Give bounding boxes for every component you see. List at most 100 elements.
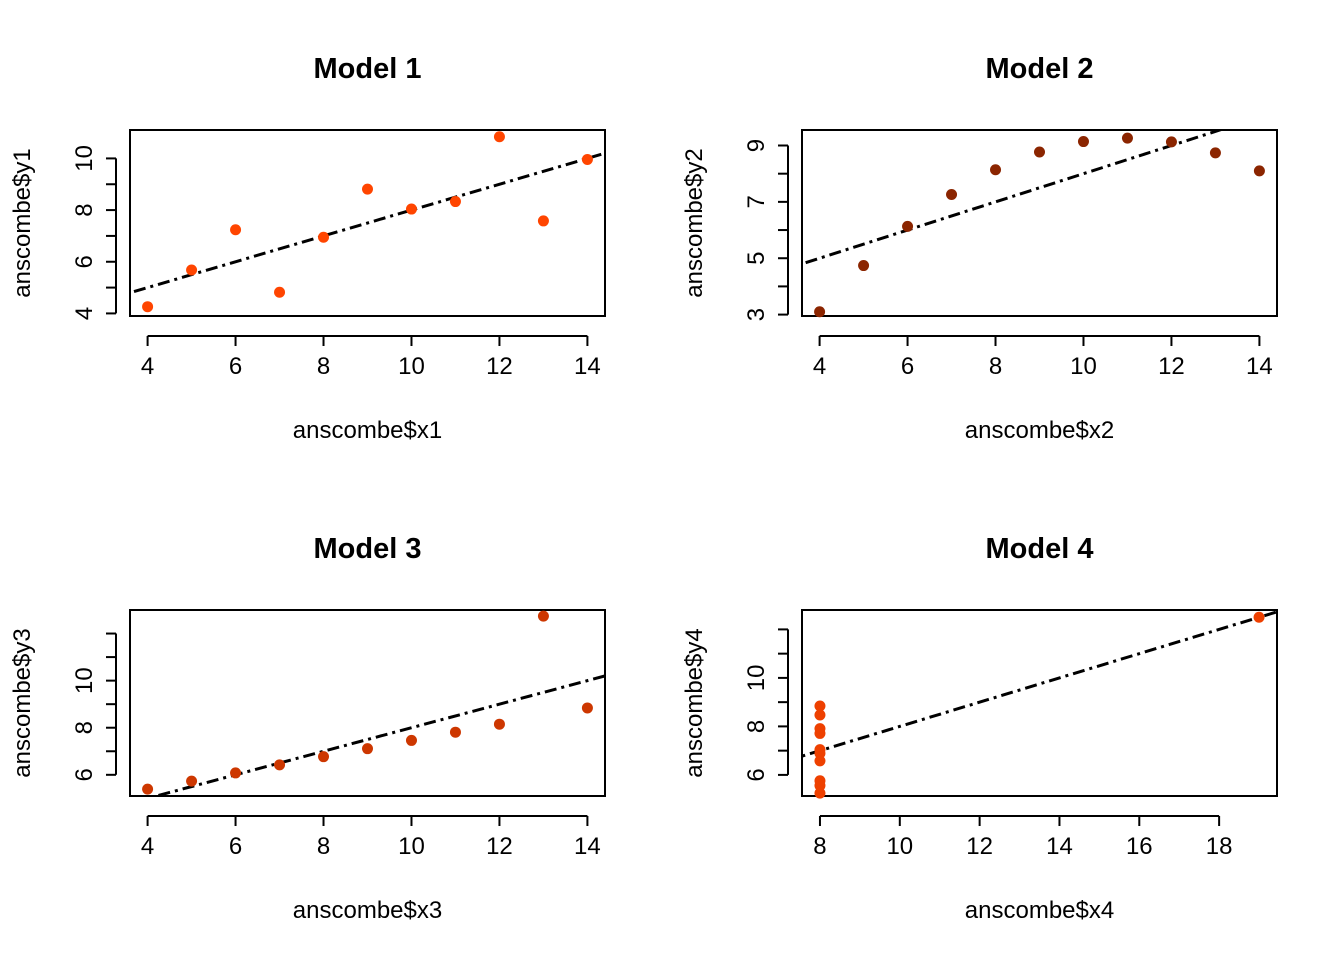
x-axis-label: anscombe$x2 xyxy=(965,417,1114,444)
data-point xyxy=(362,743,373,755)
plot-frame xyxy=(801,609,1278,797)
y-axis-label: anscombe$y3 xyxy=(9,628,36,777)
data-point xyxy=(449,196,461,208)
x-tick-label: 14 xyxy=(574,833,601,860)
regression-line xyxy=(130,151,605,295)
data-point xyxy=(405,203,417,215)
y-tick-label: 10 xyxy=(743,665,770,692)
x-axis-label: anscombe$x3 xyxy=(293,897,442,924)
x-tick-label: 12 xyxy=(1158,353,1185,380)
data-point xyxy=(1121,132,1133,144)
panel-model-4: Model 4 8 10 12 14 16 18 anscombe$x4 6 8 10 anscomb… xyxy=(681,533,1278,924)
data-point xyxy=(537,610,549,622)
x-axis-label: anscombe$x4 xyxy=(965,897,1114,924)
data-point xyxy=(493,131,505,143)
y-tick-label: 8 xyxy=(743,720,770,733)
x-tick-label: 16 xyxy=(1126,833,1153,860)
regression-line xyxy=(802,610,1277,758)
data-point xyxy=(814,709,826,721)
x-tick-label: 6 xyxy=(229,353,242,380)
y-tick-label: 10 xyxy=(71,667,98,694)
data-point xyxy=(1165,136,1177,148)
x-tick-label: 6 xyxy=(901,353,914,380)
panel-model-2: Model 2 4 6 8 10 12 14 anscombe$x2 3 5 7 9 anscombe$… xyxy=(681,53,1278,444)
x-tick-label: 4 xyxy=(141,833,154,860)
regression-line xyxy=(150,674,605,796)
y-tick-label: 6 xyxy=(71,768,98,781)
y-tick-label: 3 xyxy=(743,308,770,321)
plot-frame xyxy=(129,609,606,797)
x-tick-label: 12 xyxy=(486,353,513,380)
y-tick-label: 6 xyxy=(71,255,98,268)
y-tick-label: 8 xyxy=(71,203,98,216)
panel-title: Model 3 xyxy=(314,533,422,565)
data-point xyxy=(1209,147,1221,159)
panel-model-3: Model 3 4 6 8 10 12 14 anscombe$x3 6 8 10 anscombe$… xyxy=(9,533,606,924)
data-point xyxy=(1253,165,1265,177)
panel-title: Model 4 xyxy=(986,533,1094,565)
data-point xyxy=(186,264,198,276)
data-point xyxy=(1253,611,1265,623)
panel-model-1: Model 1 4 6 8 10 12 14 anscombe$x1 4 6 8 10 anscombe… xyxy=(9,53,606,444)
data-point xyxy=(814,723,826,735)
x-tick-label: 8 xyxy=(317,833,330,860)
data-point xyxy=(990,164,1002,176)
data-point xyxy=(274,286,286,298)
x-tick-label: 8 xyxy=(813,833,826,860)
x-tick-label: 4 xyxy=(813,353,826,380)
y-axis-label: anscombe$y1 xyxy=(9,148,36,297)
y-tick-label: 8 xyxy=(71,721,98,734)
y-tick-label: 5 xyxy=(743,252,770,265)
x-tick-label: 4 xyxy=(141,353,154,380)
plot-frame xyxy=(801,129,1278,317)
data-point xyxy=(814,306,826,318)
y-tick-label: 6 xyxy=(743,768,770,781)
data-point xyxy=(581,153,593,165)
x-tick-label: 6 xyxy=(229,833,242,860)
y-tick-label: 4 xyxy=(71,307,98,320)
data-point xyxy=(814,787,826,799)
data-point xyxy=(362,183,373,195)
x-tick-label: 12 xyxy=(966,833,993,860)
data-point xyxy=(318,231,330,243)
x-tick-label: 10 xyxy=(1070,353,1097,380)
x-tick-label: 10 xyxy=(398,833,425,860)
data-point xyxy=(230,224,242,236)
x-tick-label: 18 xyxy=(1206,833,1233,860)
data-point xyxy=(946,189,958,201)
data-point xyxy=(230,767,242,779)
x-tick-label: 10 xyxy=(886,833,913,860)
data-point xyxy=(814,780,826,792)
plot-frame xyxy=(129,129,606,317)
regression-line xyxy=(802,130,1225,266)
y-tick-label: 9 xyxy=(743,139,770,152)
data-point xyxy=(902,220,914,232)
data-point xyxy=(537,215,549,227)
y-tick-label: 7 xyxy=(743,195,770,208)
data-point xyxy=(186,775,198,787)
data-point xyxy=(449,726,461,738)
x-axis-label: anscombe$x1 xyxy=(293,417,442,444)
data-point xyxy=(318,751,330,763)
x-tick-label: 12 xyxy=(486,833,513,860)
y-axis-label: anscombe$y2 xyxy=(681,148,708,297)
x-tick-label: 14 xyxy=(574,353,601,380)
data-point xyxy=(1034,146,1045,158)
x-tick-label: 14 xyxy=(1046,833,1073,860)
data-point xyxy=(142,783,154,795)
data-point xyxy=(858,260,870,272)
data-point xyxy=(274,759,286,771)
data-point xyxy=(814,700,826,712)
panel-title: Model 2 xyxy=(986,53,1094,85)
data-point xyxy=(493,718,505,730)
data-point xyxy=(405,734,417,746)
data-point xyxy=(814,747,826,759)
data-point xyxy=(581,702,593,714)
x-tick-label: 8 xyxy=(317,353,330,380)
panel-title: Model 1 xyxy=(314,53,422,85)
data-point xyxy=(142,301,154,313)
y-tick-label: 10 xyxy=(71,145,98,172)
x-tick-label: 10 xyxy=(398,353,425,380)
x-tick-label: 14 xyxy=(1246,353,1273,380)
